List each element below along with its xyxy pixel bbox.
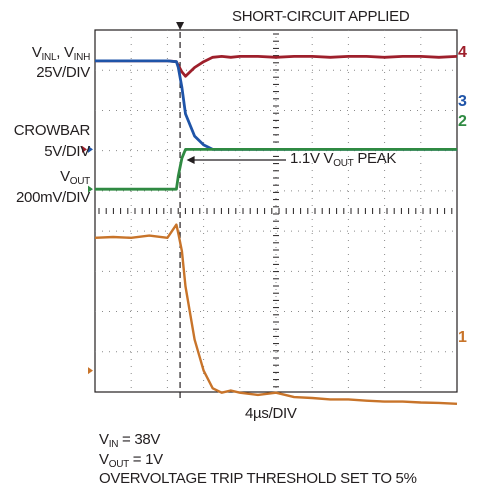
event-annotation: SHORT-CIRCUIT APPLIED [232, 8, 410, 25]
ground-marker-icon [82, 145, 87, 153]
ch4-number: 4 [458, 44, 467, 61]
ground-marker-icon [88, 367, 93, 375]
ch3-number: 3 [458, 93, 467, 110]
ch2-trace [95, 148, 457, 191]
ch1-label: VOUT [60, 168, 90, 187]
condition-vin: VIN = 38V [99, 431, 161, 450]
event-marker-arrow [176, 22, 185, 30]
ch2-label: CROWBAR [13, 122, 91, 139]
ground-marker-icon [88, 145, 93, 153]
condition-vout: VOUT = 1V [99, 451, 163, 470]
ch2-number: 2 [458, 113, 467, 130]
peak-arrow-head [186, 156, 195, 164]
ground-marker-icon [88, 185, 93, 193]
ch2-scale: 5V/DIV [44, 143, 90, 160]
ch4-trace [95, 55, 458, 78]
condition-threshold: OVERVOLTAGE TRIP THRESHOLD SET TO 5% [99, 470, 417, 487]
ch1-trace [94, 223, 458, 405]
x-axis-label: 4µs/DIV [245, 405, 297, 422]
ch3-trace [95, 59, 457, 151]
peak-annotation: 1.1V VOUT PEAK [290, 150, 397, 169]
ch1-number: 1 [458, 329, 467, 346]
ch1-scale: 200mV/DIV [16, 189, 90, 206]
ch4-label: VINL, VINH [31, 44, 90, 63]
ch4-scale: 25V/DIV [36, 64, 90, 81]
